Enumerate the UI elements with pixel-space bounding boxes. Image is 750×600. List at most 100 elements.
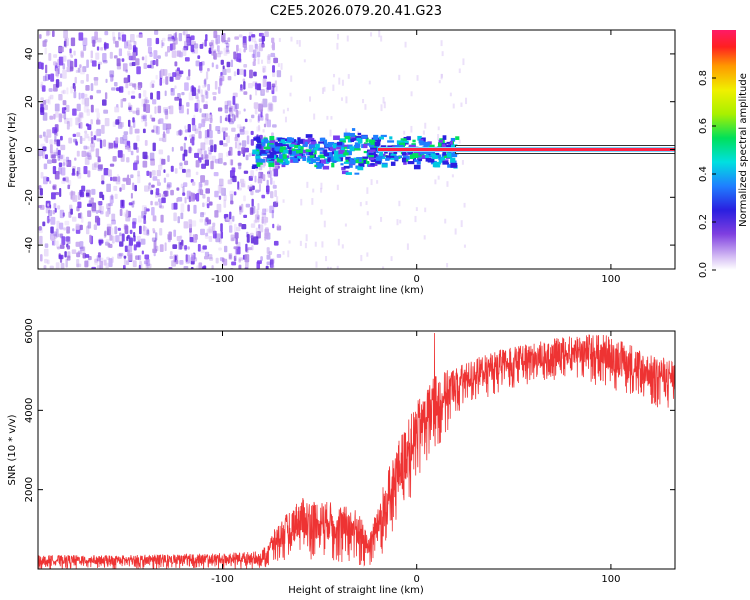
spectrogram-noise-cell bbox=[213, 144, 217, 153]
spectrogram-band-cell bbox=[331, 162, 335, 168]
spectrogram-noise-cell bbox=[239, 126, 245, 132]
spectrogram-noise-cell bbox=[112, 31, 115, 41]
spectrogram-noise-cell bbox=[370, 179, 373, 186]
spectrogram-noise-cell bbox=[146, 263, 152, 269]
spectrogram-noise-cell bbox=[225, 45, 229, 53]
spectrogram-band-cell bbox=[385, 155, 391, 159]
spectrogram-noise-cell bbox=[204, 251, 210, 257]
spectrogram-noise-cell bbox=[77, 114, 82, 123]
spectrogram-noise-cell bbox=[111, 235, 115, 244]
spectrogram-noise-cell bbox=[330, 116, 333, 120]
spectrogram-noise-cell bbox=[75, 241, 81, 247]
spectrogram-noise-cell bbox=[155, 245, 159, 252]
spectrogram-noise-cell bbox=[201, 118, 206, 128]
spectrogram-band-cell bbox=[255, 155, 261, 159]
spectrogram-band-cell bbox=[269, 140, 276, 144]
spectrogram-noise-cell bbox=[69, 191, 72, 196]
spectrogram-noise-cell bbox=[218, 178, 224, 187]
spectrogram-noise-cell bbox=[170, 87, 175, 96]
spectrogram-noise-cell bbox=[284, 116, 287, 123]
spectrogram-noise-cell bbox=[218, 152, 223, 160]
spectrogram-band-cell bbox=[404, 159, 409, 162]
spectrogram-noise-cell bbox=[199, 43, 204, 49]
spectrogram-noise-cell bbox=[39, 34, 42, 39]
spectrogram-band-cell bbox=[297, 154, 302, 158]
spectrogram-noise-cell bbox=[141, 56, 145, 61]
spectrogram-noise-cell bbox=[179, 244, 185, 249]
spectrogram-noise-cell bbox=[42, 150, 46, 159]
snr-y-label: SNR (10 * v/v) bbox=[7, 414, 18, 485]
spectrogram-noise-cell bbox=[58, 46, 64, 53]
spectrogram-noise-cell bbox=[462, 58, 465, 66]
spectrogram-noise-cell bbox=[87, 221, 92, 229]
spectrogram-noise-cell bbox=[141, 205, 147, 214]
spectrogram-noise-cell bbox=[179, 165, 184, 170]
spectrogram-noise-cell bbox=[230, 193, 234, 202]
spectrogram-noise-cell bbox=[437, 126, 440, 131]
spectrogram-noise-cell bbox=[66, 159, 72, 168]
spectrogram-noise-cell bbox=[65, 258, 68, 268]
spectrogram-noise-cell bbox=[182, 31, 186, 36]
spectrogram-band-cell bbox=[308, 151, 314, 156]
spectrogram-band-cell bbox=[339, 146, 346, 151]
spectrogram-noise-cell bbox=[134, 184, 137, 192]
spectrogram-noise-cell bbox=[115, 235, 120, 243]
spectrogram-noise-cell bbox=[137, 215, 142, 223]
spectrogram-noise-cell bbox=[240, 182, 245, 188]
spectrogram-noise-cell bbox=[254, 41, 258, 49]
spectrogram-band-cell bbox=[403, 155, 410, 160]
spectrogram-noise-cell bbox=[195, 60, 200, 67]
spectrogram-noise-cell bbox=[272, 124, 277, 128]
spectrogram-noise-cell bbox=[241, 203, 244, 213]
snr-x-ticks: -100 0 100 bbox=[211, 331, 620, 585]
spectrogram-band-cell bbox=[394, 145, 400, 149]
spectrogram-noise-cell bbox=[229, 211, 232, 220]
spectrogram-noise-cell bbox=[251, 36, 257, 43]
spectrogram-noise-cell bbox=[241, 147, 246, 154]
spectrogram-noise-cell bbox=[58, 113, 63, 123]
spectrogram-noise-cell bbox=[144, 254, 150, 260]
spectrogram-noise-cell bbox=[320, 187, 323, 193]
spectrogram-band-cell bbox=[403, 136, 408, 140]
spectrogram-noise-cell bbox=[194, 128, 198, 134]
spectrogram-noise-cell bbox=[79, 224, 83, 231]
spectrogram-band-cell bbox=[328, 157, 332, 161]
spectrogram-noise-cell bbox=[204, 39, 207, 47]
spectrogram-noise-cell bbox=[98, 201, 103, 206]
spectrogram-noise-cell bbox=[109, 51, 113, 59]
spectrogram-noise-cell bbox=[321, 87, 324, 94]
spectrogram-noise-cell bbox=[261, 216, 264, 224]
spectrogram-noise-cell bbox=[165, 110, 169, 120]
spectrogram-noise-cell bbox=[253, 71, 257, 77]
spectrogram-noise-cell bbox=[108, 142, 114, 149]
spectrogram-noise-cell bbox=[59, 244, 65, 249]
spectrogram-noise-cell bbox=[151, 117, 156, 122]
spectrogram-noise-cell bbox=[403, 130, 406, 135]
spectrogram-band-cell bbox=[455, 136, 460, 140]
spectrogram-noise-cell bbox=[177, 216, 180, 224]
spectrogram-noise-cell bbox=[90, 119, 93, 125]
spectrogram-noise-cell bbox=[85, 226, 90, 235]
spectrogram-band-cell bbox=[270, 152, 274, 158]
spectrogram-band-cell bbox=[256, 162, 261, 167]
spectrogram-noise-cell bbox=[102, 194, 105, 201]
spectrogram-noise-cell bbox=[245, 203, 251, 208]
spectrogram-noise-cell bbox=[66, 178, 70, 184]
spectrogram-noise-cell bbox=[91, 207, 96, 213]
spectrogram-noise-cell bbox=[144, 121, 148, 127]
spectrogram-noise-cell bbox=[244, 254, 250, 263]
spectrogram-noise-cell bbox=[109, 70, 115, 78]
carrier-line bbox=[377, 148, 675, 151]
spectrogram-noise-cell bbox=[58, 254, 64, 260]
spectrogram-noise-cell bbox=[164, 242, 167, 252]
spectrogram-band-cell bbox=[367, 164, 375, 168]
spectrogram-noise-cell bbox=[107, 242, 111, 248]
spectrogram-band-cell bbox=[423, 141, 430, 147]
spectrogram-noise-cell bbox=[129, 125, 133, 135]
spectrogram-noise-cell bbox=[112, 121, 116, 127]
spectrogram-noise-cell bbox=[84, 93, 88, 98]
spectrogram-noise-cell bbox=[147, 64, 152, 69]
spectrogram-band-cell bbox=[300, 146, 304, 151]
spectrogram-noise-cell bbox=[167, 155, 170, 163]
